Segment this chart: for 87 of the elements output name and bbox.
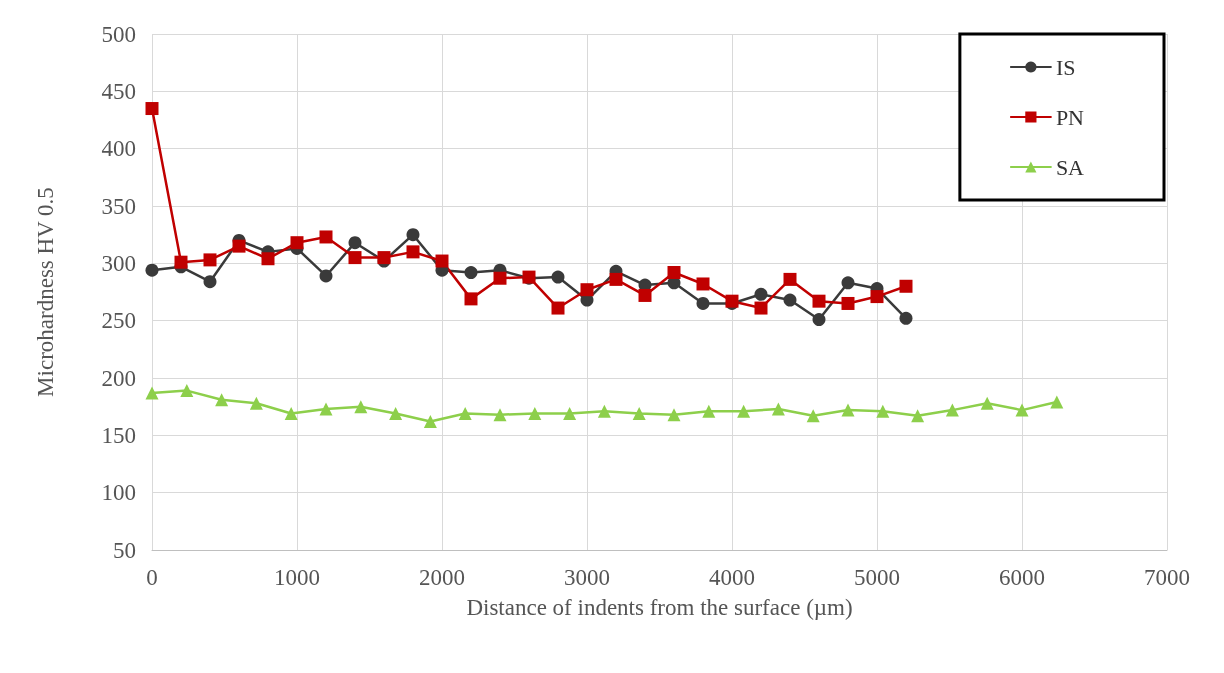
x-axis-title: Distance of indents from the surface (µm)	[466, 595, 853, 620]
point	[348, 236, 362, 250]
point	[290, 236, 304, 250]
point	[174, 255, 188, 269]
point	[145, 102, 159, 116]
x-tick-label: 1000	[274, 565, 320, 590]
point	[203, 253, 217, 267]
point	[911, 409, 925, 423]
y-tick-label: 250	[101, 308, 136, 334]
point	[232, 239, 246, 253]
x-tick-label: 0	[146, 565, 158, 590]
legend-label: SA	[1055, 154, 1085, 180]
point	[1050, 395, 1064, 409]
point	[771, 402, 785, 416]
point	[812, 294, 826, 308]
point	[551, 301, 565, 315]
x-tick-label: 3000	[564, 565, 610, 590]
point	[406, 228, 420, 242]
x-tick-label: 6000	[999, 565, 1045, 590]
point	[180, 384, 194, 398]
point	[215, 393, 229, 407]
x-tick-label: 7000	[1144, 565, 1190, 590]
point	[597, 404, 611, 418]
point	[667, 408, 681, 422]
point	[841, 276, 855, 290]
point	[458, 407, 472, 421]
point	[348, 251, 362, 265]
point	[870, 290, 884, 304]
point	[284, 407, 298, 421]
point	[702, 404, 716, 418]
point	[667, 266, 681, 280]
point	[754, 287, 768, 301]
point	[563, 407, 577, 421]
point	[754, 301, 768, 315]
y-tick-label: 300	[101, 250, 136, 276]
y-tick-label: 500	[101, 21, 136, 47]
y-axis-title: Microhardness HV 0.5	[33, 187, 58, 397]
y-tick-label: 150	[101, 422, 136, 448]
x-tick-label: 2000	[419, 565, 465, 590]
point	[354, 400, 368, 414]
y-tick-label: 350	[101, 193, 136, 219]
point	[696, 296, 710, 310]
point	[249, 396, 263, 410]
y-tick-label: 200	[101, 365, 136, 391]
legend-label: IS	[1055, 54, 1076, 80]
point	[406, 245, 420, 259]
point	[435, 254, 449, 268]
point	[783, 272, 797, 286]
point	[319, 269, 333, 283]
legend-label: PN	[1055, 104, 1085, 130]
point	[841, 403, 855, 417]
y-tick-label: 400	[101, 136, 136, 162]
point	[261, 252, 275, 266]
point	[876, 404, 890, 418]
y-tick-label: 100	[101, 480, 136, 506]
x-tick-label: 5000	[854, 565, 900, 590]
y-tick-label: 450	[101, 78, 136, 104]
point	[1015, 403, 1029, 417]
point	[980, 396, 994, 410]
point	[145, 386, 159, 400]
point	[423, 415, 437, 429]
point	[945, 403, 959, 417]
point	[841, 296, 855, 310]
point	[389, 407, 403, 421]
y-tick-label: 50	[113, 537, 136, 563]
point	[696, 277, 710, 291]
point	[638, 288, 652, 302]
point	[806, 409, 820, 423]
point	[812, 313, 826, 327]
point	[609, 272, 623, 286]
point	[203, 275, 217, 289]
point	[528, 407, 542, 421]
point	[493, 408, 507, 422]
point	[464, 266, 478, 279]
point	[580, 283, 594, 297]
point	[319, 402, 333, 416]
point	[464, 292, 478, 306]
point	[783, 293, 797, 307]
point	[899, 279, 913, 293]
point	[632, 407, 646, 421]
point	[145, 263, 159, 277]
point	[737, 404, 751, 418]
point	[899, 311, 913, 325]
point	[319, 230, 333, 244]
point	[493, 271, 507, 285]
x-tick-label: 4000	[709, 565, 755, 590]
point	[551, 270, 565, 284]
